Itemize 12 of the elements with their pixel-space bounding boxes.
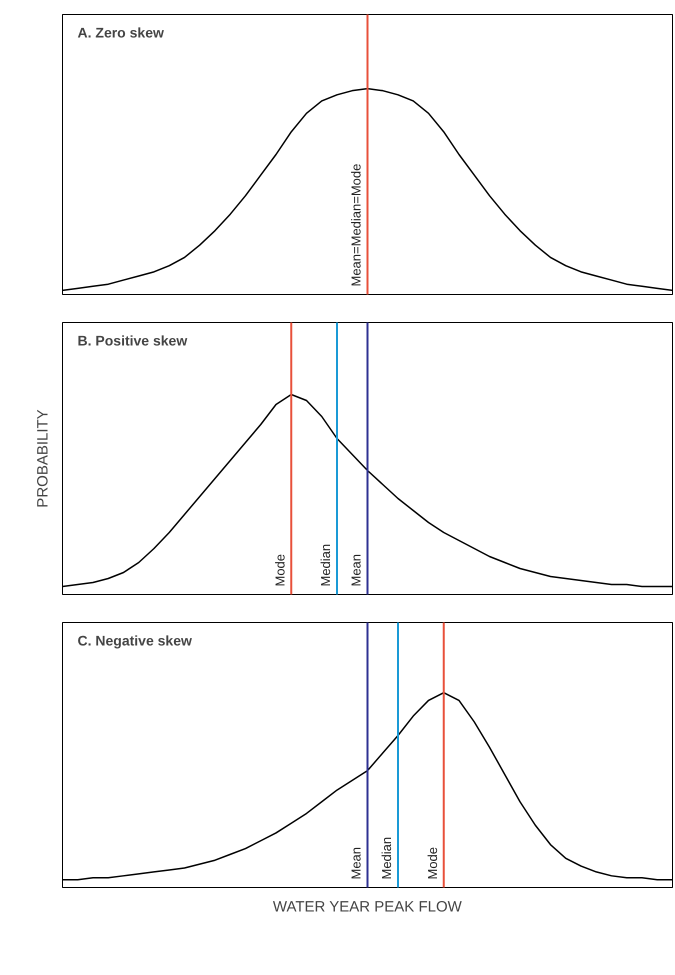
- annotation: Mode: [272, 554, 288, 586]
- chart-title: C. Negative skew: [78, 632, 192, 648]
- y-axis-title: PROBABILITY: [34, 409, 52, 508]
- chart-title: A. Zero skew: [78, 24, 164, 40]
- x-axis-title: WATER YEAR PEAK FLOW: [272, 898, 463, 916]
- annotation: Mode: [424, 846, 440, 880]
- annotation: Mean: [348, 554, 364, 586]
- annotation: Median: [379, 836, 394, 880]
- chart-title: B. Positive skew: [78, 332, 188, 348]
- annotation: Mean: [348, 846, 364, 880]
- annotation: Median: [318, 544, 333, 586]
- annotation: Mean=Median=Mode: [348, 164, 364, 286]
